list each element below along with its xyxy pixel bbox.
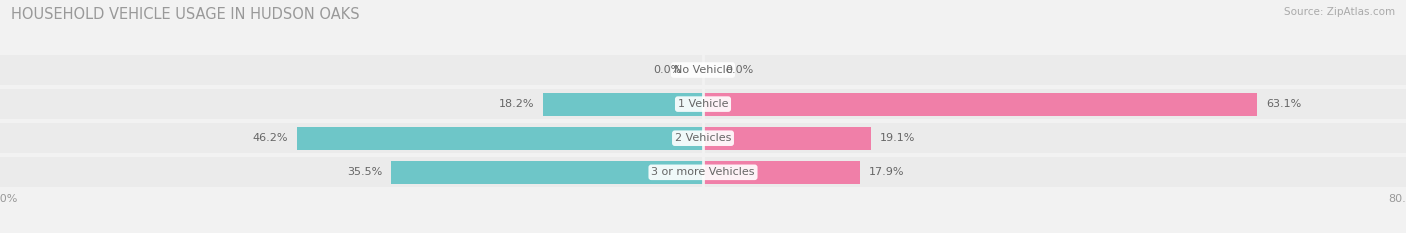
Text: 0.0%: 0.0% — [652, 65, 681, 75]
Bar — [0, 123, 1406, 153]
Text: Source: ZipAtlas.com: Source: ZipAtlas.com — [1284, 7, 1395, 17]
Text: 1 Vehicle: 1 Vehicle — [678, 99, 728, 109]
Text: 2 Vehicles: 2 Vehicles — [675, 133, 731, 143]
Text: No Vehicle: No Vehicle — [673, 65, 733, 75]
Text: 18.2%: 18.2% — [499, 99, 534, 109]
Bar — [543, 93, 703, 116]
Text: 0.0%: 0.0% — [725, 65, 754, 75]
Bar — [703, 161, 860, 184]
Text: 3 or more Vehicles: 3 or more Vehicles — [651, 167, 755, 177]
Text: 19.1%: 19.1% — [880, 133, 915, 143]
Text: 63.1%: 63.1% — [1267, 99, 1302, 109]
Bar — [0, 55, 1406, 85]
Bar — [0, 157, 1406, 187]
Text: 35.5%: 35.5% — [347, 167, 382, 177]
Text: 17.9%: 17.9% — [869, 167, 904, 177]
Text: 46.2%: 46.2% — [253, 133, 288, 143]
Bar — [703, 127, 870, 150]
Bar — [297, 127, 703, 150]
Bar — [0, 89, 1406, 119]
Bar — [703, 93, 1257, 116]
Text: HOUSEHOLD VEHICLE USAGE IN HUDSON OAKS: HOUSEHOLD VEHICLE USAGE IN HUDSON OAKS — [11, 7, 360, 22]
Bar — [391, 161, 703, 184]
